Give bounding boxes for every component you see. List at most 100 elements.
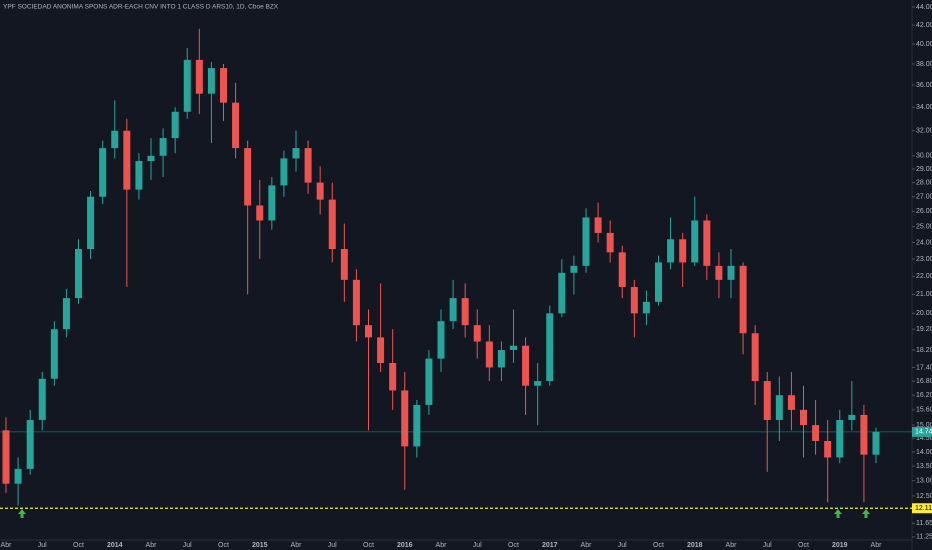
x-tick-label: Abr [726,542,738,549]
y-tick-label: 21.00 [916,291,932,298]
candle-body [739,265,747,334]
x-tick-label: Abr [436,542,448,549]
y-tick-label: 18.20 [916,347,932,354]
candle-body [679,239,687,263]
candle-body [171,111,179,139]
x-tick-label: Oct [508,542,519,549]
candle-body [26,419,34,469]
candle-body [75,249,82,299]
y-tick-label: 11.25 [916,534,932,541]
candle-body [703,220,711,266]
y-tick-label: 16.20 [916,392,932,399]
y-tick-label: 14.50 [916,435,932,442]
candle-body [62,298,70,330]
candle-body [751,333,759,382]
y-tick-label: 30.00 [916,153,932,160]
x-tick-label: Abr [581,542,593,549]
y-tick-label: 13.50 [916,463,932,470]
candle-body [522,345,530,386]
x-tick-label: 2019 [832,542,848,549]
y-tick-label: 38.00 [916,61,932,68]
candle-body [763,381,771,420]
y-tick-label: 15.00 [916,422,932,429]
candle-body [232,102,240,149]
last-price-label: 14.74 [915,429,932,436]
candle-body [195,59,203,94]
y-tick-label: 44.00 [916,4,932,11]
level-label: 12.11 [915,505,932,512]
y-tick-label: 17.40 [916,364,932,371]
candle-body [485,341,493,368]
candle-body [123,130,131,190]
y-tick-label: 11.65 [916,520,932,527]
candle-body [800,409,807,426]
x-tick-label: Abr [1,542,13,549]
candle-body [606,232,614,253]
candle-body [860,414,868,455]
candle-body [365,325,372,338]
candle-body [497,349,505,368]
candle-body [401,390,409,447]
candle-body [667,239,675,263]
y-tick-label: 32.00 [916,128,932,135]
x-tick-label: Jul [328,542,337,549]
candle-body [183,59,191,112]
up-arrow [862,509,870,518]
x-tick-label: Jul [763,542,772,549]
x-tick-label: Oct [798,542,809,549]
x-tick-label: 2018 [687,542,703,549]
chart-title: YPF SOCIEDAD ANONIMA SPONS ADR-EACH CNV … [3,4,279,11]
candle-body [389,363,397,391]
candle-body [642,301,650,314]
candle-body [691,220,699,263]
y-tick-label: 15.60 [916,407,932,414]
y-tick-label: 22.00 [916,273,932,280]
candle-body [655,262,662,302]
y-tick-label: 14.00 [916,449,932,456]
candle-body [618,252,626,288]
candle-body [570,265,578,273]
up-arrow [834,509,842,518]
x-tick-label: Jul [618,542,627,549]
x-tick-label: Jul [473,542,482,549]
candle-body [340,249,348,280]
candle-body [147,155,155,162]
x-tick-label: Abr [871,542,883,549]
candle-body [437,321,445,359]
y-tick-label: 29.00 [916,166,932,173]
candle-body [872,431,880,455]
candle-body [787,395,795,410]
x-tick-label: Abr [146,542,158,549]
y-tick-label: 23.00 [916,256,932,263]
x-tick-label: Jul [38,542,47,549]
candle-body [38,378,46,420]
y-tick-label: 13.00 [916,478,932,485]
candle-body [727,265,735,280]
level-badge [912,503,932,514]
candle-body [111,130,119,149]
candle-body [824,440,832,458]
x-tick-label: Oct [653,542,664,549]
candle-body [14,468,22,484]
x-tick-label: Oct [73,542,84,549]
y-tick-label: 36.00 [916,82,932,89]
candle-body [413,404,421,447]
candle-body [220,68,227,103]
candle-body [510,345,517,350]
x-tick-label: Jul [183,542,192,549]
y-tick-label: 28.00 [916,179,932,186]
candle-body [377,337,385,364]
candle-body [594,217,602,233]
candle-body [50,329,58,379]
candle-body [268,185,276,221]
candle-body [534,381,542,386]
candle-body [848,414,856,420]
y-tick-label: 40.00 [916,41,932,48]
last-price-badge [912,426,932,437]
candle-body [715,265,723,280]
candle-body [292,148,300,159]
candle-body [558,272,566,314]
candle-body [244,148,252,206]
x-tick-label: Oct [218,542,229,549]
